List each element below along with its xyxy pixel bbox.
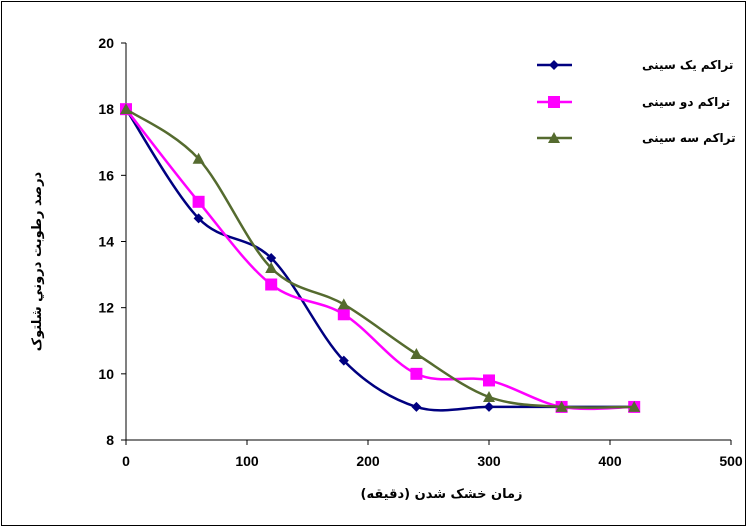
legend-marker [549, 60, 559, 70]
series-3-point [483, 390, 495, 402]
axes [125, 43, 731, 441]
series-2-point [483, 374, 495, 387]
series-1-point [193, 213, 204, 224]
series-3-line [125, 108, 635, 409]
series-layer [120, 103, 641, 413]
y-tick-label: 18 [98, 101, 114, 117]
x-tick-label: 200 [356, 453, 380, 469]
series-3-point [120, 103, 132, 115]
series-3-point [265, 261, 278, 273]
series-1 [121, 104, 640, 412]
series-1-point [266, 253, 277, 264]
series-2 [120, 103, 641, 413]
series-3-point [628, 400, 641, 412]
legend-label: تراکم دو سینی [642, 95, 730, 110]
series-2-point [265, 278, 278, 291]
series-2-line [125, 108, 635, 411]
x-tick-label: 300 [477, 453, 501, 469]
series-1-point [484, 401, 494, 412]
x-ticks: 0 100 200 300 400 500 [122, 440, 743, 469]
x-tick-label: 100 [235, 453, 259, 469]
line-chart: 8 10 12 14 16 18 20 0 100 200 300 400 500 زمان خشک … [30, 35, 743, 502]
y-tick-label: 10 [98, 366, 114, 382]
series-2-point [410, 367, 423, 380]
series-2-point [192, 195, 205, 208]
x-axis-title: زمان خشک شدن (دقیقه) [361, 487, 523, 502]
legend-label: تراکم یک سینی [642, 58, 733, 72]
legend-marker [548, 132, 560, 143]
y-tick-label: 16 [98, 167, 114, 183]
series-2-point [337, 308, 350, 321]
legend-item: تراکم سه سینی [537, 131, 736, 145]
series-3-point [410, 347, 423, 359]
series-3-point [337, 298, 350, 310]
legend: تراکم یک سینی تراکم دو سینی تراکم سه سینی [537, 58, 736, 145]
series-3-point [555, 400, 568, 412]
x-tick-label: 500 [719, 453, 743, 469]
x-tick-label: 400 [598, 453, 622, 469]
x-tick-label: 0 [122, 453, 130, 469]
legend-label: تراکم سه سینی [642, 131, 736, 145]
y-tick-label: 14 [98, 234, 114, 250]
y-ticks: 8 10 12 14 16 18 20 [98, 35, 126, 448]
y-tick-label: 8 [106, 432, 114, 448]
series-1-point [411, 401, 422, 412]
series-1-point [338, 355, 349, 366]
series-1-line [124, 108, 635, 412]
y-tick-label: 20 [98, 35, 114, 51]
legend-marker [548, 96, 560, 108]
series-3-point [192, 152, 205, 164]
legend-item: تراکم دو سینی [537, 95, 730, 110]
legend-item: تراکم یک سینی [537, 58, 733, 72]
y-axis-title: درصد رطوبت دروني شلتوک [30, 171, 45, 351]
series-3 [120, 103, 641, 412]
y-tick-label: 12 [98, 300, 114, 316]
